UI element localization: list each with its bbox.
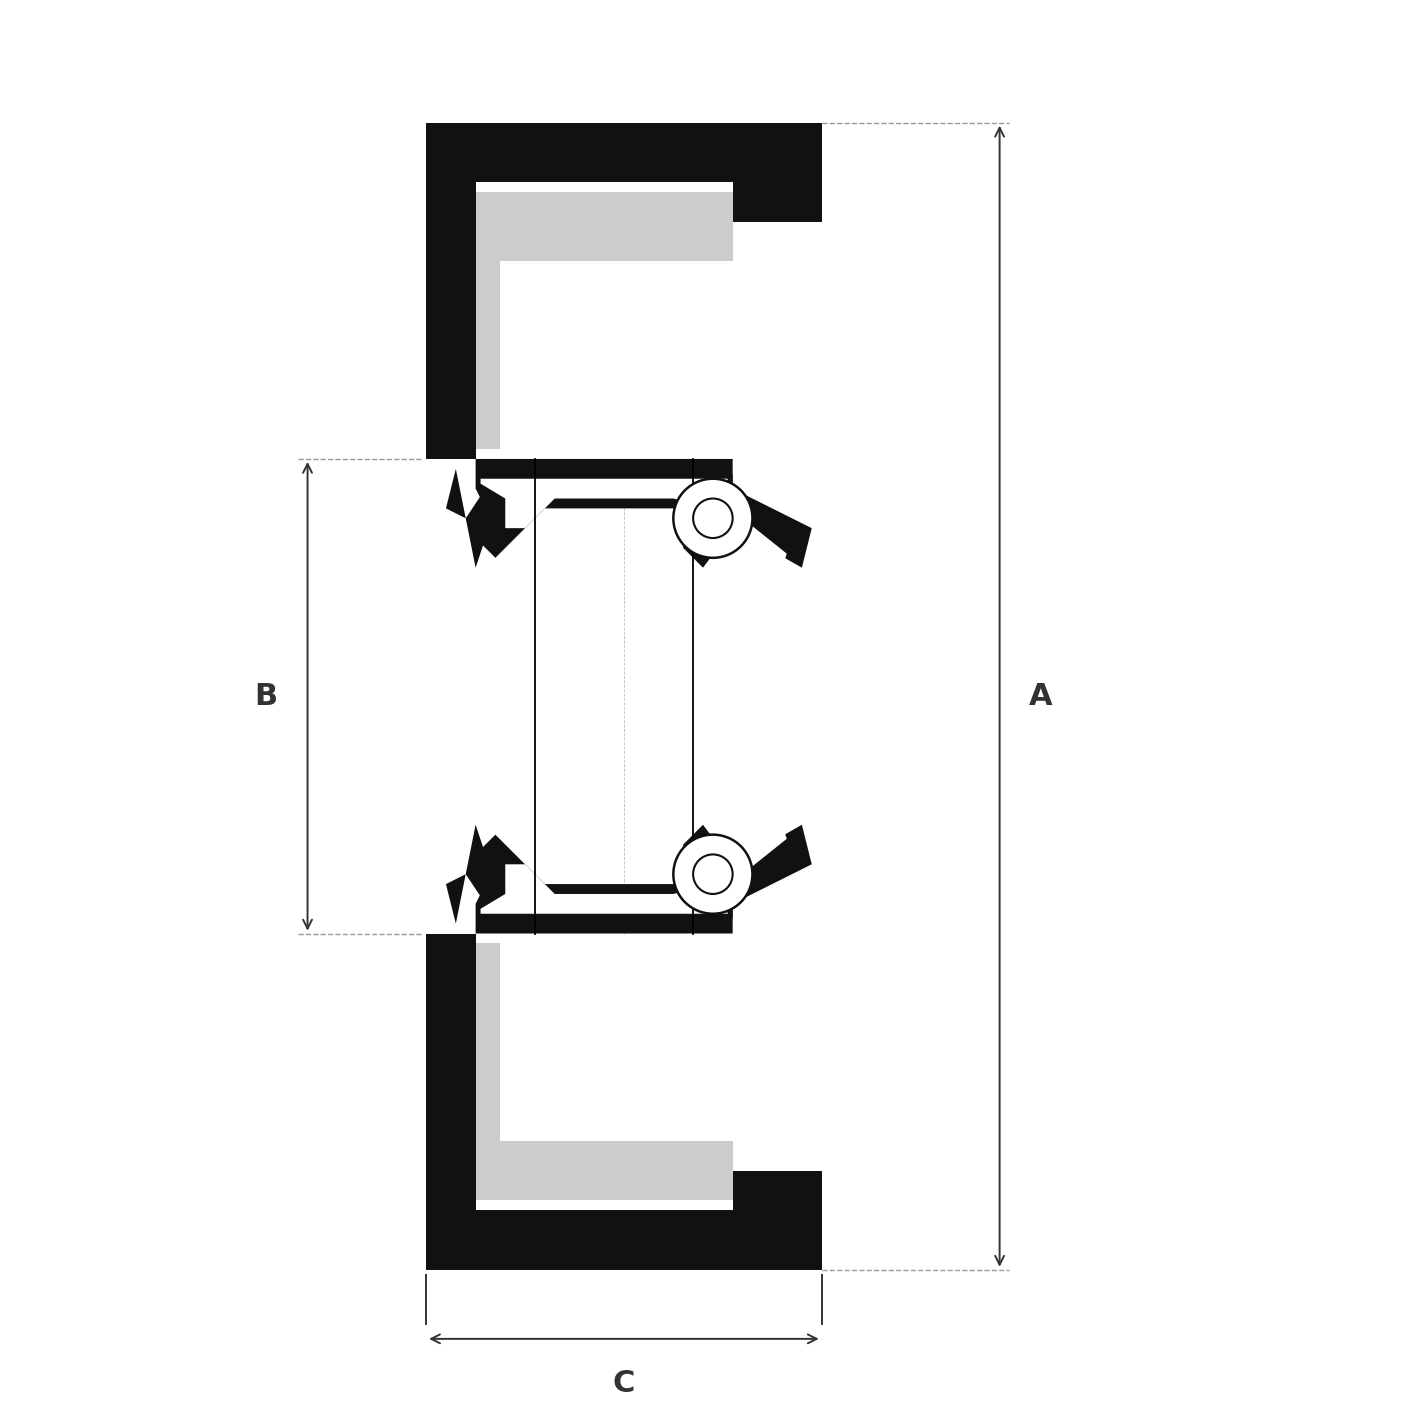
Polygon shape bbox=[733, 1171, 821, 1211]
Polygon shape bbox=[475, 943, 501, 1142]
Polygon shape bbox=[475, 1142, 733, 1201]
Polygon shape bbox=[481, 825, 792, 914]
Polygon shape bbox=[446, 825, 495, 924]
Polygon shape bbox=[693, 835, 801, 918]
Polygon shape bbox=[475, 825, 811, 934]
Polygon shape bbox=[792, 122, 821, 183]
Polygon shape bbox=[792, 1171, 821, 1270]
Polygon shape bbox=[426, 1211, 821, 1270]
Polygon shape bbox=[693, 474, 801, 558]
Polygon shape bbox=[426, 934, 475, 1211]
Text: B: B bbox=[254, 682, 278, 710]
Polygon shape bbox=[475, 458, 811, 568]
Polygon shape bbox=[481, 478, 792, 568]
Polygon shape bbox=[475, 193, 733, 262]
Circle shape bbox=[693, 499, 733, 538]
Polygon shape bbox=[733, 183, 821, 222]
Polygon shape bbox=[475, 193, 733, 252]
Polygon shape bbox=[446, 468, 495, 568]
Polygon shape bbox=[426, 183, 475, 458]
Circle shape bbox=[673, 835, 752, 914]
Text: A: A bbox=[1029, 682, 1053, 710]
Polygon shape bbox=[426, 122, 821, 183]
Text: C: C bbox=[613, 1368, 636, 1398]
Circle shape bbox=[693, 855, 733, 894]
Circle shape bbox=[673, 478, 752, 558]
Polygon shape bbox=[475, 252, 501, 449]
